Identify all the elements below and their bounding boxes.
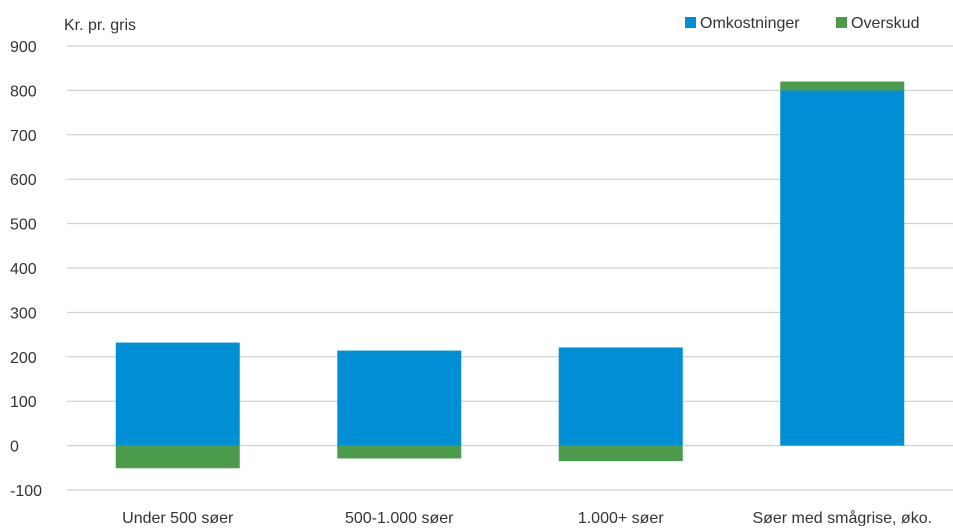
bar-omkostninger-3 [780, 90, 905, 446]
bar-overskud-0 [115, 445, 240, 469]
legend-label-overskud: Overskud [851, 15, 919, 32]
legend-label-omkostninger: Omkostninger [700, 15, 800, 32]
y-tick-label: 300 [10, 305, 37, 322]
y-tick-label: 0 [10, 439, 19, 456]
y-tick-label: 900 [10, 39, 37, 56]
y-axis-title: Kr. pr. gris [64, 17, 136, 34]
x-category-label: 1.000+ søer [578, 510, 665, 526]
x-category-label: Under 500 søer [122, 510, 234, 526]
bar-overskud-2 [558, 445, 683, 462]
y-tick-label: 800 [10, 83, 37, 100]
y-tick-label: 700 [10, 128, 37, 145]
bar-omkostninger-0 [115, 342, 240, 446]
bar-overskud-3 [780, 81, 905, 91]
x-category-label: 500-1.000 søer [345, 510, 454, 526]
y-tick-label: 200 [10, 350, 37, 367]
y-tick-label: 400 [10, 261, 37, 278]
x-category-label: Søer med smågrise, øko. [752, 509, 932, 526]
legend: Omkostninger Overskud [685, 15, 919, 32]
legend-swatch-omkostninger [685, 17, 696, 28]
bar-overskud-1 [337, 445, 462, 459]
y-tick-label: 500 [10, 217, 37, 234]
legend-swatch-overskud [836, 17, 847, 28]
bar-omkostninger-1 [337, 350, 462, 446]
bar-omkostninger-2 [558, 347, 683, 446]
y-tick-label: -100 [10, 483, 42, 500]
y-tick-label: 100 [10, 394, 37, 411]
y-tick-label: 600 [10, 172, 37, 189]
